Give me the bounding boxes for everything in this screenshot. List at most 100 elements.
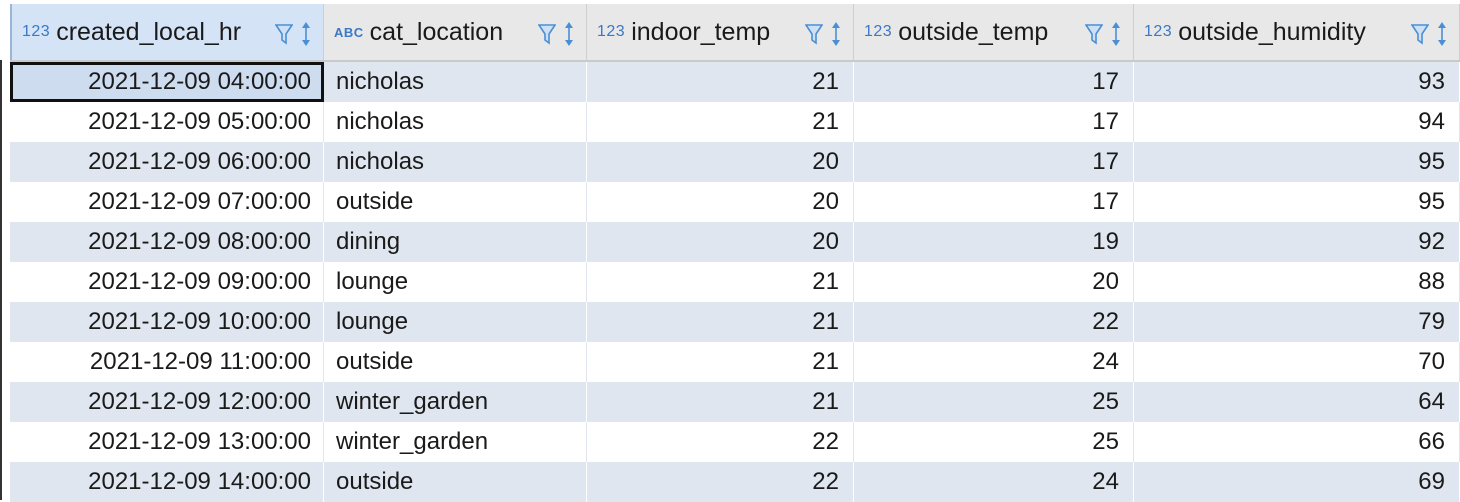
table-row[interactable]: 2021-12-09 12:00:00 winter_garden 21 25 … [10, 382, 1460, 422]
filter-funnel-icon[interactable] [1411, 22, 1429, 46]
table-body: 2021-12-09 04:00:00 nicholas 21 17 93 20… [10, 62, 1460, 502]
cell-created-local-hr[interactable]: 2021-12-09 08:00:00 [10, 222, 324, 262]
filter-funnel-icon[interactable] [805, 22, 823, 46]
cell-outside-temp[interactable]: 20 [854, 262, 1134, 302]
cell-cat-location[interactable]: winter_garden [324, 382, 587, 422]
numeric-type-icon: 123 [1144, 23, 1173, 40]
cell-outside-humidity[interactable]: 70 [1134, 342, 1460, 382]
cell-indoor-temp[interactable]: 20 [587, 142, 854, 182]
cell-outside-humidity[interactable]: 95 [1134, 182, 1460, 222]
cell-indoor-temp[interactable]: 21 [587, 262, 854, 302]
column-name: outside_temp [898, 17, 1049, 46]
cell-outside-temp[interactable]: 19 [854, 222, 1134, 262]
cell-cat-location[interactable]: outside [324, 182, 587, 222]
cell-indoor-temp[interactable]: 21 [587, 342, 854, 382]
cell-cat-location[interactable]: nicholas [324, 142, 587, 182]
cell-outside-temp[interactable]: 24 [854, 462, 1134, 502]
cell-outside-humidity[interactable]: 66 [1134, 422, 1460, 462]
table-row[interactable]: 2021-12-09 11:00:00 outside 21 24 70 [10, 342, 1460, 382]
row-marker [0, 260, 10, 300]
cell-created-local-hr[interactable]: 2021-12-09 05:00:00 [10, 102, 324, 142]
cell-created-local-hr[interactable]: 2021-12-09 07:00:00 [10, 182, 324, 222]
row-marker-gutter [0, 60, 10, 500]
cell-outside-humidity[interactable]: 88 [1134, 262, 1460, 302]
cell-cat-location[interactable]: nicholas [324, 102, 587, 142]
cell-outside-humidity[interactable]: 79 [1134, 302, 1460, 342]
cell-outside-temp[interactable]: 17 [854, 62, 1134, 102]
cell-outside-humidity[interactable]: 69 [1134, 462, 1460, 502]
cell-created-local-hr[interactable]: 2021-12-09 13:00:00 [10, 422, 324, 462]
cell-cat-location[interactable]: lounge [324, 262, 587, 302]
column-header-created-local-hr[interactable]: 123 created_local_hr [10, 4, 324, 60]
table-row[interactable]: 2021-12-09 10:00:00 lounge 21 22 79 [10, 302, 1460, 342]
cell-outside-temp[interactable]: 24 [854, 342, 1134, 382]
table-row[interactable]: 2021-12-09 14:00:00 outside 22 24 69 [10, 462, 1460, 502]
cell-cat-location[interactable]: winter_garden [324, 422, 587, 462]
filter-funnel-icon[interactable] [538, 22, 556, 46]
cell-cat-location[interactable]: outside [324, 342, 587, 382]
sort-arrows-icon[interactable] [1109, 20, 1123, 48]
row-marker [0, 420, 10, 460]
filter-funnel-icon[interactable] [275, 22, 293, 46]
cell-indoor-temp[interactable]: 21 [587, 382, 854, 422]
column-header-outside-humidity[interactable]: 123 outside_humidity [1134, 4, 1460, 60]
cell-outside-temp[interactable]: 22 [854, 302, 1134, 342]
sort-arrows-icon[interactable] [299, 20, 313, 48]
cell-created-local-hr[interactable]: 2021-12-09 12:00:00 [10, 382, 324, 422]
cell-indoor-temp[interactable]: 21 [587, 62, 854, 102]
cell-indoor-temp[interactable]: 22 [587, 462, 854, 502]
table-row[interactable]: 2021-12-09 08:00:00 dining 20 19 92 [10, 222, 1460, 262]
cell-indoor-temp[interactable]: 21 [587, 102, 854, 142]
cell-indoor-temp[interactable]: 20 [587, 182, 854, 222]
cell-cat-location[interactable]: nicholas [324, 62, 587, 102]
numeric-type-icon: 123 [22, 23, 51, 40]
cell-created-local-hr[interactable]: 2021-12-09 14:00:00 [10, 462, 324, 502]
cell-indoor-temp[interactable]: 21 [587, 302, 854, 342]
table-row[interactable]: 2021-12-09 05:00:00 nicholas 21 17 94 [10, 102, 1460, 142]
cell-outside-temp[interactable]: 17 [854, 142, 1134, 182]
cell-outside-humidity[interactable]: 92 [1134, 222, 1460, 262]
cell-created-local-hr[interactable]: 2021-12-09 09:00:00 [10, 262, 324, 302]
cell-created-local-hr[interactable]: 2021-12-09 06:00:00 [10, 142, 324, 182]
row-marker [0, 300, 10, 340]
column-header-cat-location[interactable]: ABC cat_location [324, 4, 587, 60]
cell-outside-humidity[interactable]: 95 [1134, 142, 1460, 182]
row-marker [0, 180, 10, 220]
row-marker [0, 460, 10, 500]
table-row[interactable]: 2021-12-09 09:00:00 lounge 21 20 88 [10, 262, 1460, 302]
cell-outside-temp[interactable]: 17 [854, 102, 1134, 142]
cell-cat-location[interactable]: outside [324, 462, 587, 502]
row-marker [0, 140, 10, 180]
column-name: cat_location [369, 17, 504, 46]
cell-indoor-temp[interactable]: 22 [587, 422, 854, 462]
sort-arrows-icon[interactable] [829, 20, 843, 48]
cell-outside-temp[interactable]: 25 [854, 382, 1134, 422]
sort-arrows-icon[interactable] [562, 20, 576, 48]
table-row[interactable]: 2021-12-09 06:00:00 nicholas 20 17 95 [10, 142, 1460, 182]
column-name: indoor_temp [631, 17, 771, 46]
cell-outside-temp[interactable]: 25 [854, 422, 1134, 462]
cell-cat-location[interactable]: dining [324, 222, 587, 262]
results-grid: 123 created_local_hr ABC cat_location [10, 4, 1460, 502]
filter-funnel-icon[interactable] [1085, 22, 1103, 46]
cell-outside-humidity[interactable]: 64 [1134, 382, 1460, 422]
sort-arrows-icon[interactable] [1435, 20, 1449, 48]
table-row[interactable]: 2021-12-09 13:00:00 winter_garden 22 25 … [10, 422, 1460, 462]
cell-outside-humidity[interactable]: 93 [1134, 62, 1460, 102]
cell-created-local-hr[interactable]: 2021-12-09 10:00:00 [10, 302, 324, 342]
table-row[interactable]: 2021-12-09 07:00:00 outside 20 17 95 [10, 182, 1460, 222]
cell-indoor-temp[interactable]: 20 [587, 222, 854, 262]
table-row[interactable]: 2021-12-09 04:00:00 nicholas 21 17 93 [10, 62, 1460, 102]
row-marker [0, 60, 10, 100]
row-marker [0, 220, 10, 260]
cell-created-local-hr[interactable]: 2021-12-09 11:00:00 [10, 342, 324, 382]
cell-created-local-hr[interactable]: 2021-12-09 04:00:00 [10, 62, 324, 102]
column-name: outside_humidity [1178, 17, 1366, 46]
cell-outside-humidity[interactable]: 94 [1134, 102, 1460, 142]
numeric-type-icon: 123 [864, 23, 893, 40]
text-type-icon: ABC [334, 24, 364, 40]
cell-cat-location[interactable]: lounge [324, 302, 587, 342]
column-header-indoor-temp[interactable]: 123 indoor_temp [587, 4, 854, 60]
cell-outside-temp[interactable]: 17 [854, 182, 1134, 222]
column-header-outside-temp[interactable]: 123 outside_temp [854, 4, 1134, 60]
